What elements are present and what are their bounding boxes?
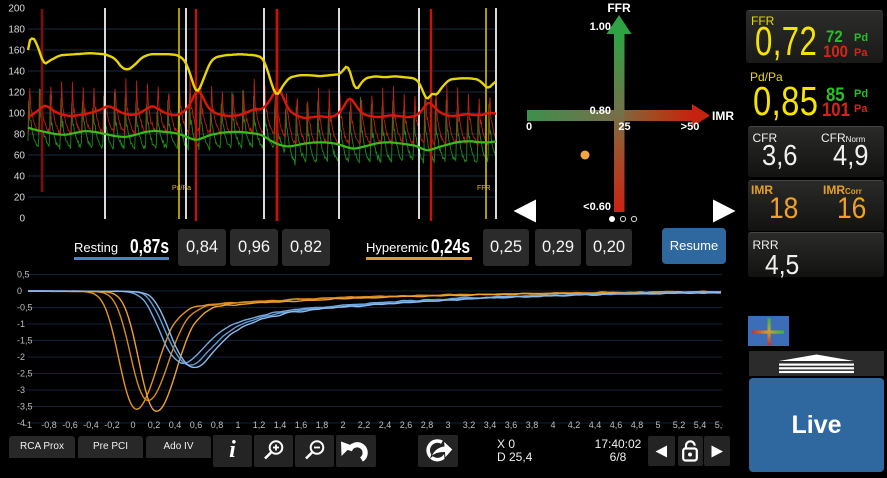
svg-text:0: 0: [19, 214, 25, 225]
svg-text:100: 100: [8, 109, 25, 120]
svg-text:0: 0: [526, 121, 532, 133]
svg-text:4: 4: [550, 420, 555, 430]
svg-text:3: 3: [445, 420, 450, 430]
svg-text:60: 60: [14, 151, 26, 162]
svg-text:3,2: 3,2: [463, 420, 476, 430]
svg-text:180: 180: [8, 25, 25, 36]
svg-text:2,8: 2,8: [421, 420, 434, 430]
svg-text:0,5: 0,5: [17, 270, 30, 280]
svg-text:0.80: 0.80: [590, 105, 611, 117]
svg-text:FFR: FFR: [607, 1, 631, 15]
svg-text:5,2: 5,2: [673, 420, 686, 430]
svg-text:120: 120: [8, 88, 25, 99]
svg-text:160: 160: [8, 46, 25, 57]
svg-text:-4: -4: [17, 418, 25, 428]
svg-text:5: 5: [655, 420, 660, 430]
svg-text:4,6: 4,6: [610, 420, 623, 430]
svg-text:-0,5: -0,5: [17, 303, 33, 313]
svg-text:1,8: 1,8: [316, 420, 329, 430]
svg-text:2,2: 2,2: [358, 420, 371, 430]
svg-text:-0,8: -0,8: [41, 420, 57, 430]
svg-text:5,6: 5,6: [715, 420, 723, 430]
svg-text:3,6: 3,6: [505, 420, 518, 430]
svg-text:>50: >50: [681, 121, 700, 133]
svg-text:3,8: 3,8: [526, 420, 539, 430]
svg-text:0: 0: [17, 286, 22, 296]
svg-text:40: 40: [14, 172, 26, 183]
svg-text:-0,2: -0,2: [104, 420, 120, 430]
svg-text:0: 0: [130, 420, 135, 430]
svg-text:80: 80: [14, 130, 26, 141]
svg-text:4,4: 4,4: [589, 420, 602, 430]
svg-text:IMR: IMR: [712, 109, 734, 123]
svg-text:FFR: FFR: [477, 185, 491, 192]
svg-text:-2: -2: [17, 352, 25, 362]
svg-text:1,6: 1,6: [295, 420, 308, 430]
svg-text:-2,5: -2,5: [17, 369, 33, 379]
svg-text:0,4: 0,4: [169, 420, 182, 430]
svg-text:140: 140: [8, 67, 25, 78]
svg-text:2,6: 2,6: [400, 420, 413, 430]
svg-text:-1: -1: [24, 420, 32, 430]
svg-text:20: 20: [14, 193, 26, 204]
svg-text:-3: -3: [17, 385, 25, 395]
svg-text:0,6: 0,6: [190, 420, 203, 430]
svg-text:4,2: 4,2: [568, 420, 581, 430]
svg-text:1.00: 1.00: [590, 21, 611, 33]
svg-text:2,4: 2,4: [379, 420, 392, 430]
svg-text:-0,4: -0,4: [83, 420, 99, 430]
svg-text:1,4: 1,4: [274, 420, 287, 430]
svg-text:-1,5: -1,5: [17, 336, 33, 346]
svg-text:0,2: 0,2: [148, 420, 161, 430]
svg-text:0,8: 0,8: [211, 420, 224, 430]
svg-text:4,8: 4,8: [631, 420, 644, 430]
svg-text:<0.60: <0.60: [583, 201, 611, 213]
svg-text:-3,5: -3,5: [17, 402, 33, 412]
svg-text:-1: -1: [17, 319, 25, 329]
svg-text:25: 25: [618, 121, 630, 133]
svg-text:-0,6: -0,6: [62, 420, 78, 430]
svg-text:Pd/Pa: Pd/Pa: [172, 185, 191, 192]
svg-text:200: 200: [8, 4, 25, 15]
svg-text:2: 2: [340, 420, 345, 430]
svg-text:1,2: 1,2: [253, 420, 266, 430]
svg-text:3,4: 3,4: [484, 420, 497, 430]
svg-text:1: 1: [235, 420, 240, 430]
svg-text:5,4: 5,4: [694, 420, 707, 430]
